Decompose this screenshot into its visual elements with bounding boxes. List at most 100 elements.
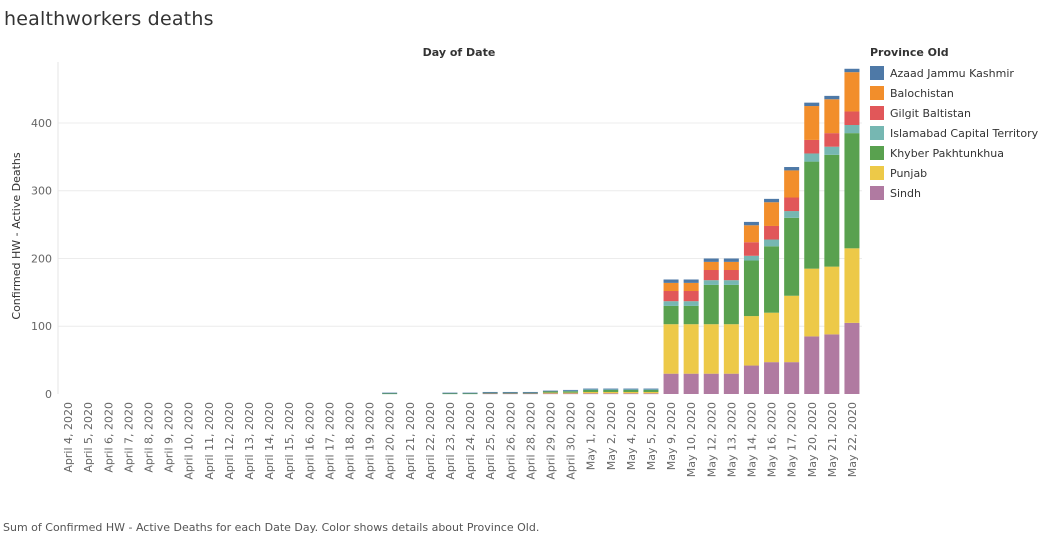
bar-segment-punjab (764, 312, 780, 363)
legend-item-punjab[interactable]: Punjab (870, 163, 1038, 183)
bar-segment-punjab (723, 324, 739, 374)
x-tick-label: May 13, 2020 (725, 402, 738, 477)
bar-segment-gilgit-baltistan (784, 197, 800, 212)
bar-segment-khyber-pakhtunkhua (482, 392, 498, 394)
bar-segment-punjab (743, 316, 759, 366)
bar-segment-khyber-pakhtunkhua (522, 392, 538, 394)
bar-segment-islamabad-capital-territory (703, 280, 719, 285)
bar-segment-punjab (784, 295, 800, 363)
bar-segment-sindh (743, 365, 759, 394)
bar-segment-islamabad-capital-territory (764, 239, 780, 247)
bar-segment-islamabad-capital-territory (603, 389, 619, 391)
bar-segment-islamabad-capital-territory (784, 211, 800, 218)
x-tick-label: April 10, 2020 (183, 402, 196, 480)
bar-segment-azaad-jammu-kashmir (623, 388, 639, 390)
bar-segment-azaad-jammu-kashmir (784, 167, 800, 171)
legend-item-balochistan[interactable]: Balochistan (870, 83, 1038, 103)
y-axis-title: Confirmed HW - Active Deaths (10, 152, 23, 319)
bar-segment-gilgit-baltistan (743, 242, 759, 256)
legend-item-azaad-jammu-kashmir[interactable]: Azaad Jammu Kashmir (870, 63, 1038, 83)
bar-segment-khyber-pakhtunkhua (462, 393, 478, 395)
x-tick-label: May 12, 2020 (705, 402, 718, 477)
bar-segment-sindh (482, 393, 498, 395)
bar-segment-khyber-pakhtunkhua (844, 133, 860, 249)
bar-segment-islamabad-capital-territory (663, 301, 679, 306)
x-tick-label: May 1, 2020 (585, 402, 598, 470)
legend-item-gilgit-baltistan[interactable]: Gilgit Baltistan (870, 103, 1038, 123)
bar-segment-gilgit-baltistan (844, 111, 860, 126)
bar-segment-islamabad-capital-territory (583, 389, 599, 391)
legend-swatch (870, 166, 884, 180)
bar-segment-islamabad-capital-territory (804, 153, 820, 162)
x-tick-label: April 9, 2020 (163, 402, 176, 473)
bar-segment-khyber-pakhtunkhua (764, 246, 780, 313)
bar-segment-punjab (563, 392, 579, 394)
bar-segment-balochistan (804, 106, 820, 140)
bar-segment-gilgit-baltistan (663, 291, 679, 302)
bar-segment-azaad-jammu-kashmir (764, 198, 780, 203)
bar-segment-khyber-pakhtunkhua (442, 393, 458, 395)
legend-label: Punjab (890, 166, 928, 180)
x-tick-label: May 10, 2020 (685, 402, 698, 477)
x-tick-label: April 20, 2020 (384, 402, 397, 480)
bar-segment-sindh (784, 362, 800, 394)
bar-segment-islamabad-capital-territory (683, 301, 699, 306)
bar-segment-azaad-jammu-kashmir (663, 279, 679, 283)
x-tick-label: April 28, 2020 (524, 402, 537, 480)
bar-segment-punjab (683, 324, 699, 374)
bar-segment-islamabad-capital-territory (743, 255, 759, 261)
bar-segment-punjab (603, 391, 619, 394)
bar-segment-gilgit-baltistan (723, 270, 739, 281)
bar-segment-balochistan (784, 170, 800, 198)
legend-swatch (870, 66, 884, 80)
legend-item-islamabad-capital-territory[interactable]: Islamabad Capital Territory (870, 123, 1038, 143)
bar-segment-khyber-pakhtunkhua (663, 305, 679, 325)
x-tick-label: April 17, 2020 (323, 402, 336, 480)
bar-segment-balochistan (824, 99, 840, 134)
bar-segment-balochistan (723, 261, 739, 271)
chart-title: healthworkers deaths (4, 8, 214, 30)
x-tick-label: May 21, 2020 (826, 402, 839, 477)
bar-segment-azaad-jammu-kashmir (703, 258, 719, 262)
bar-segment-azaad-jammu-kashmir (583, 388, 599, 390)
x-tick-label: May 2, 2020 (605, 402, 618, 470)
bar-segment-balochistan (743, 225, 759, 243)
bar-segment-islamabad-capital-territory (824, 146, 840, 155)
legend-label: Sindh (890, 186, 921, 200)
x-tick-label: April 19, 2020 (364, 402, 377, 480)
x-tick-label: May 22, 2020 (846, 402, 859, 477)
x-tick-label: April 8, 2020 (142, 402, 155, 473)
bar-segment-sindh (764, 362, 780, 394)
y-tick-label: 200 (31, 252, 52, 265)
x-tick-label: April 15, 2020 (283, 402, 296, 480)
bar-segment-punjab (583, 391, 599, 394)
bar-segment-balochistan (683, 282, 699, 292)
x-tick-label: April 23, 2020 (444, 402, 457, 480)
bar-segment-punjab (623, 391, 639, 394)
bar-chart: 0 100 200 300 400 Confirmed HW - Active Death… (10, 62, 862, 480)
bar-segment-sindh (703, 373, 719, 394)
bar-segment-punjab (703, 324, 719, 374)
legend-item-sindh[interactable]: Sindh (870, 183, 1038, 203)
bar-segment-punjab (804, 268, 820, 337)
bar-segment-azaad-jammu-kashmir (683, 279, 699, 283)
bar-segment-balochistan (663, 282, 679, 292)
bar-segment-sindh (542, 393, 558, 395)
x-tick-label: April 25, 2020 (484, 402, 497, 480)
bar-segment-sindh (643, 393, 659, 395)
x-tick-label: April 6, 2020 (102, 402, 115, 473)
x-tick-label: May 20, 2020 (806, 402, 819, 477)
legend-item-khyber-pakhtunkhua[interactable]: Khyber Pakhtunkhua (870, 143, 1038, 163)
bar-segment-sindh (603, 393, 619, 395)
bar-segment-islamabad-capital-territory (723, 280, 739, 285)
bar-segment-khyber-pakhtunkhua (542, 391, 558, 393)
bar-segment-khyber-pakhtunkhua (743, 260, 759, 317)
bar-segment-azaad-jammu-kashmir (482, 391, 498, 393)
bar-segment-azaad-jammu-kashmir (844, 68, 860, 73)
bar-segment-azaad-jammu-kashmir (542, 390, 558, 392)
bar-segment-islamabad-capital-territory (643, 389, 659, 391)
bar-segment-balochistan (844, 72, 860, 112)
bar-segment-khyber-pakhtunkhua (623, 389, 639, 392)
x-tick-label: April 18, 2020 (343, 402, 356, 480)
bar-segment-azaad-jammu-kashmir (563, 389, 579, 391)
